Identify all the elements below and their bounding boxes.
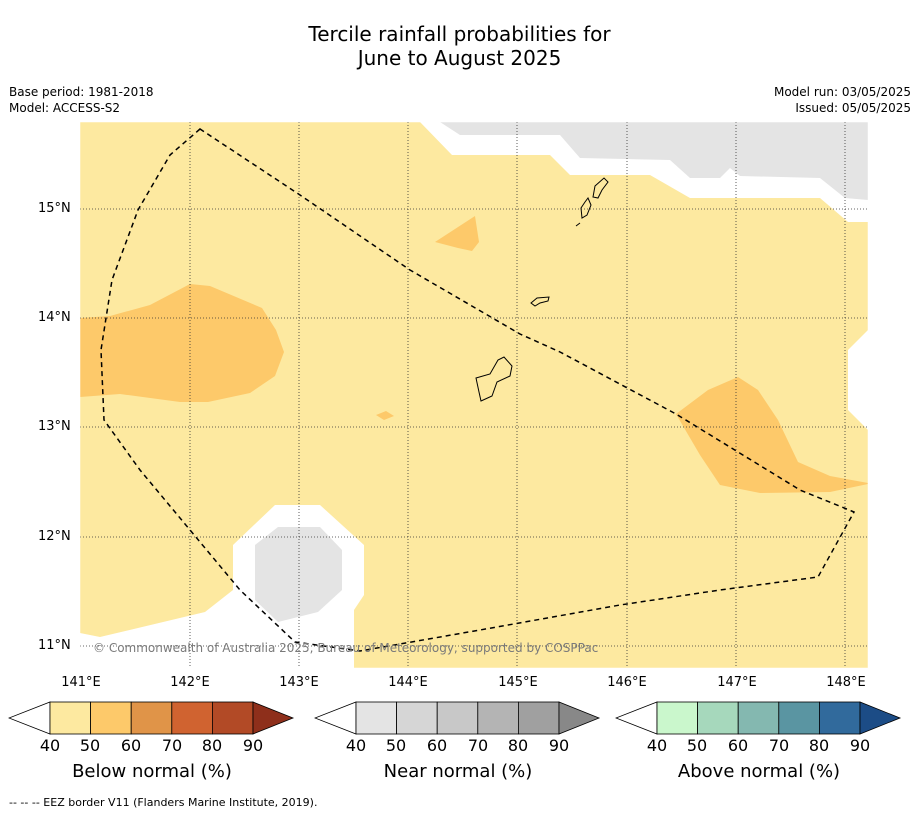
below-normal-50-60-region-north xyxy=(435,216,479,251)
above-tick-70: 70 xyxy=(768,736,790,755)
lon-label-146e: 146°E xyxy=(607,675,647,690)
lon-label-145e: 145°E xyxy=(498,675,538,690)
copyright-text: © Commonwealth of Australia 2025, Bureau… xyxy=(93,641,599,655)
below-normal-colorbar xyxy=(8,701,295,735)
above-normal-title: Above normal (%) xyxy=(677,761,841,782)
colorbar-swatch-40 xyxy=(355,701,397,735)
eez-border xyxy=(100,128,856,652)
above-tick-80: 80 xyxy=(808,736,830,755)
lat-label-14n: 14°N xyxy=(38,310,71,325)
near-normal-region-north xyxy=(440,122,868,200)
above-tick-60: 60 xyxy=(727,736,749,755)
near-tick-40: 40 xyxy=(345,736,367,755)
below-tick-60: 60 xyxy=(120,736,142,755)
map-frame xyxy=(79,121,869,669)
near-normal-region-south xyxy=(255,527,342,622)
lon-label-148e: 148°E xyxy=(826,675,866,690)
above-normal-colorbar xyxy=(615,701,902,735)
map-canvas[interactable] xyxy=(0,0,919,700)
near-normal-title: Near normal (%) xyxy=(383,761,533,782)
chart-title-line-2: June to August 2025 xyxy=(357,46,562,70)
aguijan-island xyxy=(575,222,581,227)
map-fill-layer xyxy=(80,122,868,668)
lon-label-142e: 142°E xyxy=(170,675,210,690)
colorbar-swatch-70 xyxy=(778,701,820,735)
lon-label-144e: 144°E xyxy=(388,675,428,690)
meta-right: Model run: 03/05/2025 Issued: 05/05/2025 xyxy=(774,84,911,116)
below-tick-50: 50 xyxy=(79,736,101,755)
near-tick-70: 70 xyxy=(467,736,489,755)
below-normal-title: Below normal (%) xyxy=(72,761,232,782)
colorbar-arrow-high xyxy=(558,701,601,735)
colorbar-swatch-80 xyxy=(818,701,861,735)
below-tick-40: 40 xyxy=(39,736,61,755)
below-normal-50-60-region-east xyxy=(676,377,868,493)
above-tick-90: 90 xyxy=(849,736,871,755)
model-run-text: Model run: 03/05/2025 xyxy=(773,85,911,99)
saipan-island xyxy=(592,177,609,199)
lat-label-11n: 11°N xyxy=(38,638,71,653)
near-tick-80: 80 xyxy=(507,736,529,755)
colorbar-arrow-low xyxy=(314,701,357,735)
lon-label-143e: 143°E xyxy=(279,675,319,690)
near-tick-60: 60 xyxy=(426,736,448,755)
lat-label-12n: 12°N xyxy=(38,529,71,544)
lat-label-13n: 13°N xyxy=(38,419,71,434)
colorbar-swatch-70 xyxy=(171,701,213,735)
near-tick-90: 90 xyxy=(548,736,570,755)
lat-label-15n: 15°N xyxy=(38,201,71,216)
above-tick-50: 50 xyxy=(686,736,708,755)
near-normal-colorbar xyxy=(314,701,601,735)
tinian-island xyxy=(580,197,592,219)
colorbar-swatch-60 xyxy=(130,701,173,735)
below-tick-90: 90 xyxy=(242,736,264,755)
guam-island xyxy=(475,356,513,402)
model-text: Model: ACCESS-S2 xyxy=(9,101,121,115)
chart-title: Tercile rainfall probabilities for June … xyxy=(0,22,919,70)
colorbar-swatch-60 xyxy=(436,701,479,735)
base-period-text: Base period: 1981-2018 xyxy=(9,85,154,99)
colorbar-swatch-60 xyxy=(737,701,780,735)
colorbar-swatch-80 xyxy=(211,701,254,735)
rota-island xyxy=(530,296,550,307)
below-tick-70: 70 xyxy=(161,736,183,755)
meta-left: Base period: 1981-2018 Model: ACCESS-S2 xyxy=(9,84,154,116)
colorbar-swatch-50 xyxy=(396,701,438,735)
below-tick-80: 80 xyxy=(201,736,223,755)
colorbar-swatch-50 xyxy=(697,701,739,735)
lon-label-141e: 141°E xyxy=(61,675,101,690)
near-tick-50: 50 xyxy=(385,736,407,755)
below-normal-50-60-region-small xyxy=(376,411,394,420)
colorbar-arrow-low xyxy=(615,701,658,735)
graticule xyxy=(80,122,868,668)
colorbar-arrow-high xyxy=(252,701,295,735)
colorbar-swatch-50 xyxy=(90,701,132,735)
above-tick-40: 40 xyxy=(646,736,668,755)
below-normal-40-50-region xyxy=(80,122,868,668)
colorbar-arrow-high xyxy=(859,701,902,735)
chart-title-line-1: Tercile rainfall probabilities for xyxy=(308,22,611,46)
issued-text: Issued: 05/05/2025 xyxy=(795,101,911,115)
colorbar-swatch-70 xyxy=(477,701,519,735)
below-normal-50-60-region-west xyxy=(80,284,284,402)
colorbar-swatch-40 xyxy=(656,701,698,735)
eez-legend-note: -- -- -- EEZ border V11 (Flanders Marine… xyxy=(9,796,318,809)
islands xyxy=(475,177,609,402)
lon-label-147e: 147°E xyxy=(717,675,757,690)
colorbar-swatch-80 xyxy=(517,701,560,735)
colorbar-arrow-low xyxy=(8,701,51,735)
colorbar-swatch-40 xyxy=(49,701,91,735)
